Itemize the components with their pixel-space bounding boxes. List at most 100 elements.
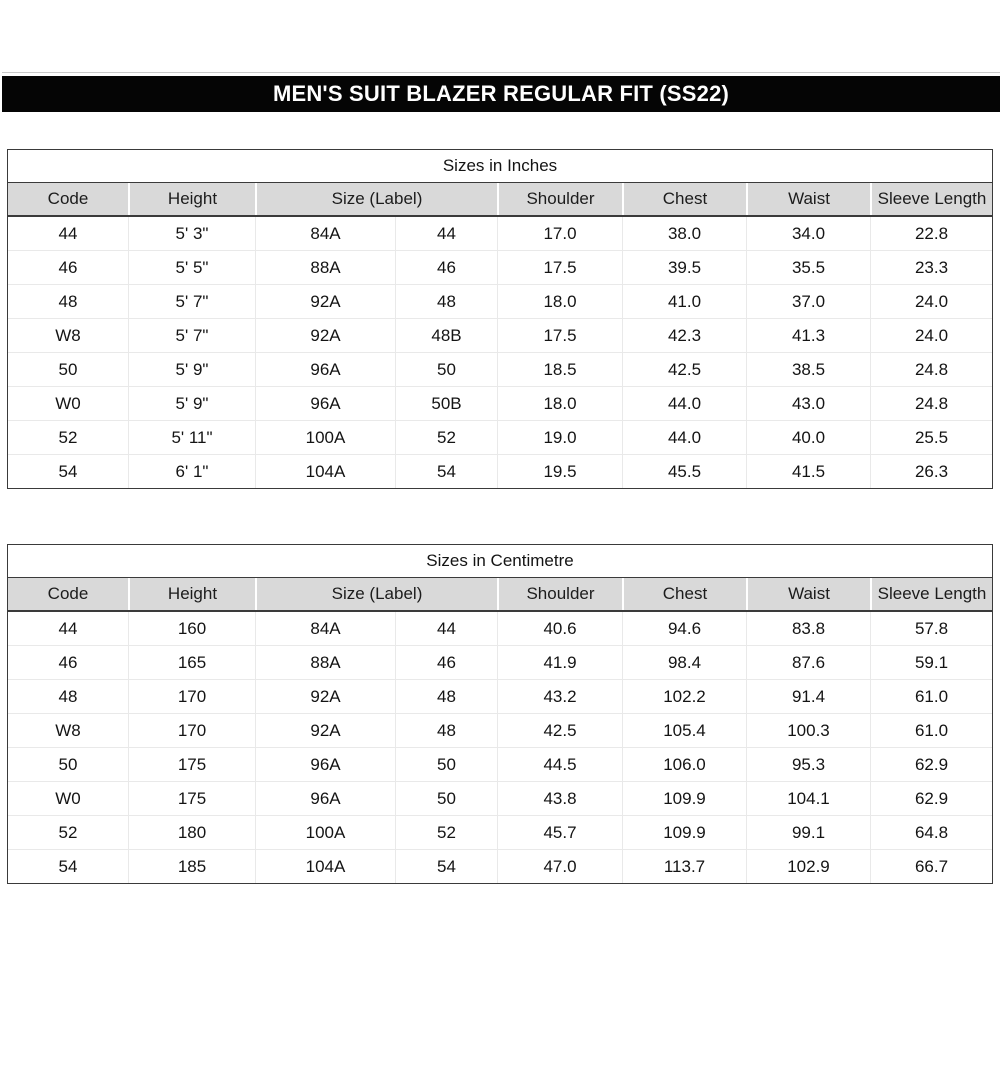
table-body: 44 5' 3" 84A 44 17.0 38.0 34.0 22.8 46 5' 5" 88A 46… (8, 217, 992, 488)
column-header: Size (Label) (255, 578, 497, 610)
table-cell: 54 (8, 849, 128, 883)
table-cell: 98.4 (622, 645, 746, 679)
column-header: Code (47, 584, 89, 603)
table-cell: 46 (8, 250, 128, 284)
table-cell: 92A (255, 318, 395, 352)
table-row: 44 5' 3" 84A 44 17.0 38.0 34.0 22.8 (8, 217, 992, 250)
table-caption: Sizes in Centimetre (8, 545, 992, 578)
table-cell: 170 (128, 713, 255, 747)
table-cell: 160 (128, 612, 255, 645)
table-row: 46 5' 5" 88A 46 17.5 39.5 35.5 23.3 (8, 250, 992, 284)
table-cell: 39.5 (622, 250, 746, 284)
table-cell: 41.0 (622, 284, 746, 318)
table-cell: 44 (395, 217, 497, 250)
table-cell: 100A (255, 815, 395, 849)
column-header: Sleeve Length (870, 578, 992, 610)
column-header: Waist (746, 183, 870, 215)
table-row: W0 5' 9" 96A 50B 18.0 44.0 43.0 24.8 (8, 386, 992, 420)
table-cell: W8 (8, 713, 128, 747)
column-header: Size (Label) (255, 183, 497, 215)
table-cell: 100A (255, 420, 395, 454)
table-cell: 102.9 (746, 849, 870, 883)
table-cell: 18.0 (497, 284, 622, 318)
table-cell: 43.0 (746, 386, 870, 420)
table-cell: 83.8 (746, 612, 870, 645)
table-cell: 48 (395, 679, 497, 713)
table-cell: 42.5 (622, 352, 746, 386)
table-cell: 54 (395, 454, 497, 488)
table-header-row: Code Height Size (Label) Shoulder Chest Waist… (8, 183, 992, 217)
table-cell: 34.0 (746, 217, 870, 250)
table-cell: 5' 9" (128, 352, 255, 386)
table-cell: 5' 7" (128, 318, 255, 352)
table-cell: 64.8 (870, 815, 992, 849)
column-header: Sleeve Length (870, 183, 992, 215)
table-row: 50 175 96A 50 44.5 106.0 95.3 62.9 (8, 747, 992, 781)
column-header: Height (128, 183, 255, 215)
table-body: 44 160 84A 44 40.6 94.6 83.8 57.8 46 165 88A 46 41.9… (8, 612, 992, 883)
table-cell: 38.0 (622, 217, 746, 250)
table-cell: 87.6 (746, 645, 870, 679)
table-cell: 50B (395, 386, 497, 420)
table-cell: 50 (395, 747, 497, 781)
table-cell: 175 (128, 747, 255, 781)
table-cell: 44 (395, 612, 497, 645)
table-cell: 94.6 (622, 612, 746, 645)
table-cell: 5' 9" (128, 386, 255, 420)
table-cell: 50 (8, 352, 128, 386)
table-cell: 52 (8, 815, 128, 849)
table-cell: 24.0 (870, 284, 992, 318)
table-cell: 52 (395, 420, 497, 454)
table-cell: 41.5 (746, 454, 870, 488)
column-header: Waist (746, 578, 870, 610)
table-cell: 185 (128, 849, 255, 883)
table-cell: 61.0 (870, 679, 992, 713)
page-title: MEN'S SUIT BLAZER REGULAR FIT (SS22) (272, 81, 730, 106)
table-cell: 44 (58, 223, 78, 243)
table-row: 44 160 84A 44 40.6 94.6 83.8 57.8 (8, 612, 992, 645)
table-cell: 109.9 (622, 815, 746, 849)
table-cell: 92A (255, 713, 395, 747)
table-cell: 17.5 (497, 318, 622, 352)
table-cell: 52 (8, 420, 128, 454)
table-cell: 99.1 (746, 815, 870, 849)
table-cell: 170 (128, 679, 255, 713)
table-cell: 61.0 (870, 713, 992, 747)
table-cell: 48B (395, 318, 497, 352)
table-cell: 62.9 (870, 781, 992, 815)
table-row: 50 5' 9" 96A 50 18.5 42.5 38.5 24.8 (8, 352, 992, 386)
table-cell: 44.0 (622, 420, 746, 454)
table-cell: 19.0 (497, 420, 622, 454)
table-cell: 24.0 (870, 318, 992, 352)
table-cell: 57.8 (870, 612, 992, 645)
table-cell: 91.4 (746, 679, 870, 713)
table-row: W8 170 92A 48 42.5 105.4 100.3 61.0 (8, 713, 992, 747)
table-cell: 104.1 (746, 781, 870, 815)
table-cell: 44.5 (497, 747, 622, 781)
table-cell: 41.3 (746, 318, 870, 352)
table-cell: 43.8 (497, 781, 622, 815)
table-cell: 109.9 (622, 781, 746, 815)
table-cell: W8 (8, 318, 128, 352)
table-cell: 5' 5" (128, 250, 255, 284)
table-cell: 5' 3" (128, 217, 255, 250)
table-cell: 106.0 (622, 747, 746, 781)
column-header: Chest (622, 183, 746, 215)
table-cell: 52 (395, 815, 497, 849)
table-cell: 45.5 (622, 454, 746, 488)
table-row: 54 6' 1" 104A 54 19.5 45.5 41.5 26.3 (8, 454, 992, 488)
column-header: Code (47, 189, 89, 208)
table-row: 48 5' 7" 92A 48 18.0 41.0 37.0 24.0 (8, 284, 992, 318)
table-cell: 5' 11" (128, 420, 255, 454)
column-header: Chest (622, 578, 746, 610)
table-cell: 19.5 (497, 454, 622, 488)
table-cell: 40.6 (497, 612, 622, 645)
sizes-in-centimetre-table: Sizes in Centimetre Code Height Size (Labe… (7, 544, 993, 884)
table-cell: 66.7 (870, 849, 992, 883)
table-cell: 96A (255, 352, 395, 386)
table-cell: 50 (395, 781, 497, 815)
table-cell: 46 (395, 645, 497, 679)
table-cell: 18.0 (497, 386, 622, 420)
table-cell: 62.9 (870, 747, 992, 781)
table-cell: 92A (255, 679, 395, 713)
